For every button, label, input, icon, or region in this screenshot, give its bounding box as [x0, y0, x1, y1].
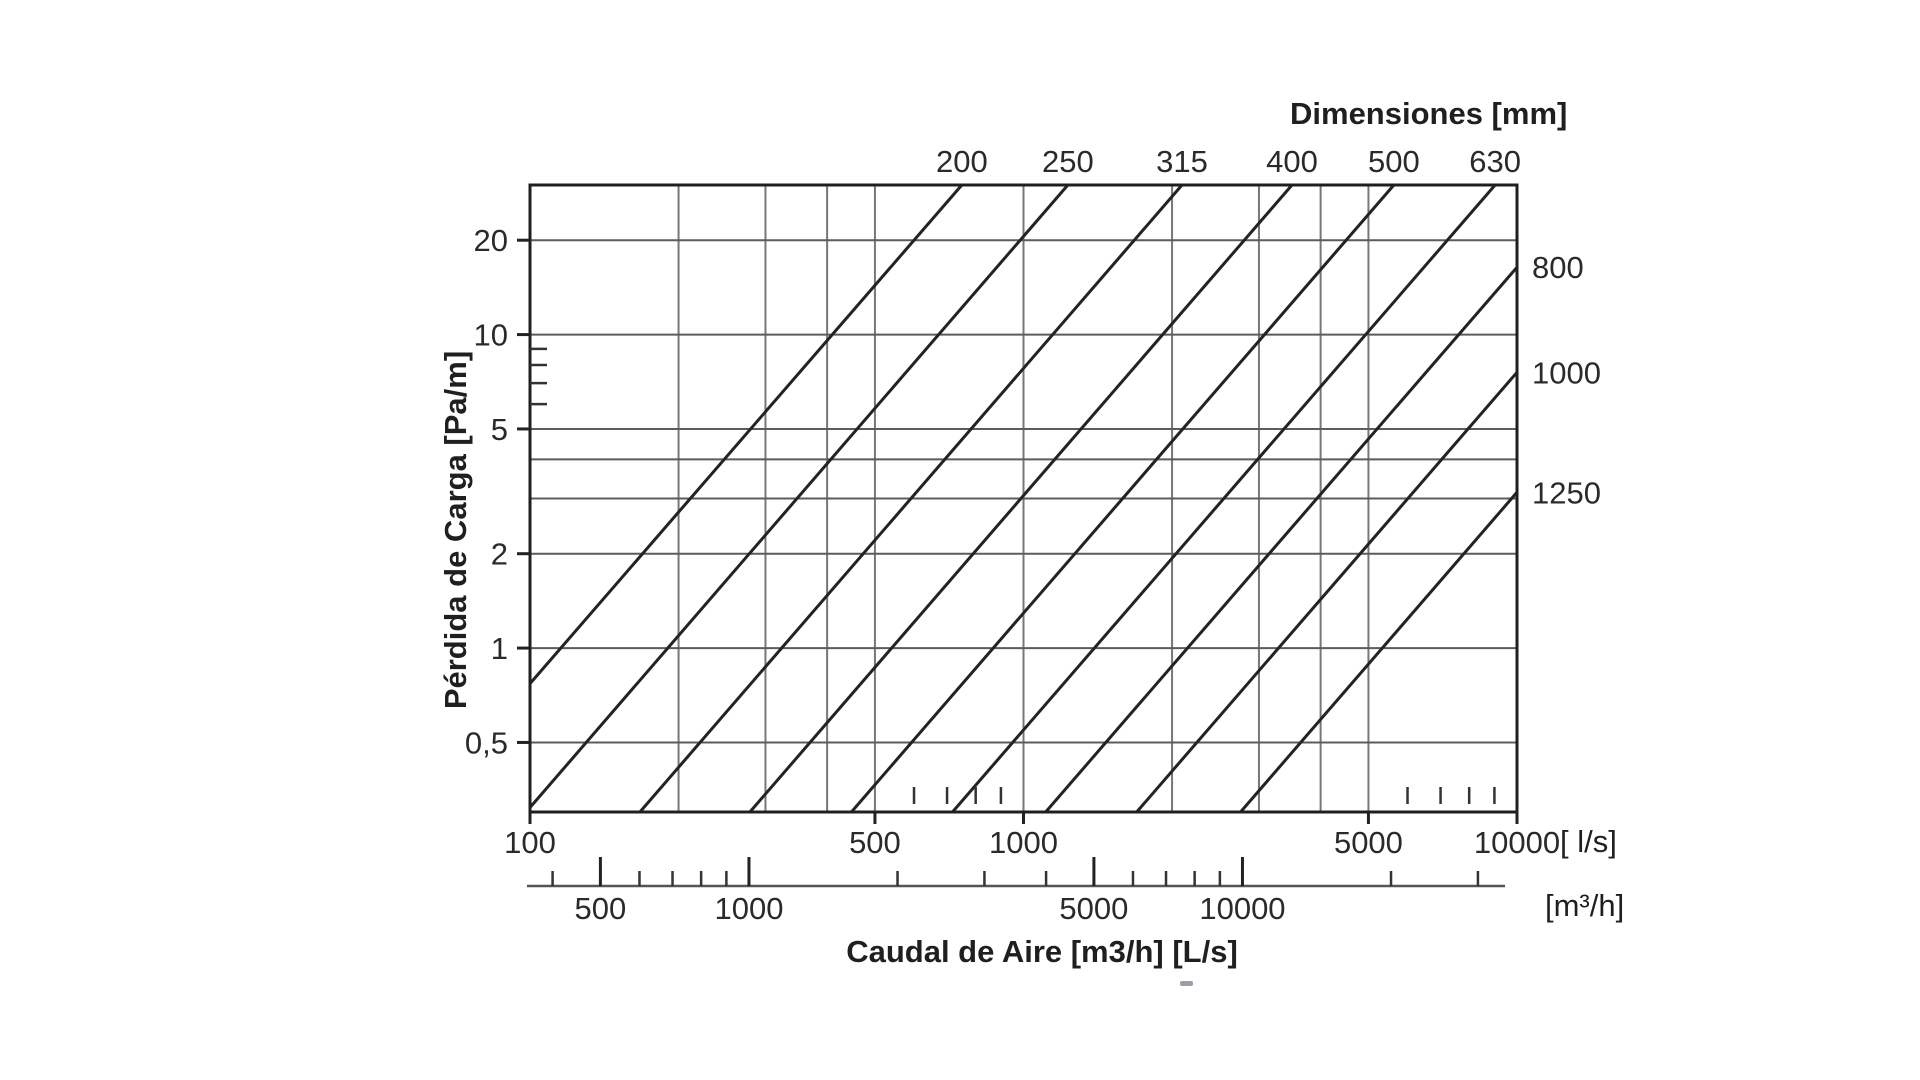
diameter-line-315: [638, 184, 1184, 813]
y-tick-label: 20: [474, 223, 508, 258]
x-ls-tick-label: 100: [504, 825, 556, 860]
diameter-label-315: 315: [1156, 144, 1208, 179]
diameter-line-630: [951, 184, 1497, 813]
diameter-line-500: [850, 184, 1396, 813]
y-tick-label: 2: [491, 537, 508, 572]
small-dash-mark: [1180, 981, 1193, 986]
y-tick-label: 1: [491, 631, 508, 666]
x-ls-tick-label: 500: [849, 825, 901, 860]
x-unit-m3h-label: [m³/h]: [1545, 888, 1625, 923]
diameter-label-800: 800: [1532, 250, 1584, 285]
y-axis-title: Pérdida de Carga [Pa/m]: [438, 350, 473, 710]
diameter-line-400: [748, 184, 1294, 813]
x-m3h-tick-label: 10000: [1199, 891, 1285, 926]
x-ls-tick-label: 10000: [1474, 825, 1560, 860]
diameter-label-500: 500: [1368, 144, 1420, 179]
diameter-line-1250: [1239, 491, 1519, 813]
x-ls-tick-label: 5000: [1334, 825, 1403, 860]
x-ls-tick-label: 1000: [989, 825, 1058, 860]
diameter-label-1250: 1250: [1532, 475, 1601, 510]
diameter-label-1000: 1000: [1532, 355, 1601, 390]
diameter-label-250: 250: [1042, 144, 1094, 179]
x-m3h-tick-label: 5000: [1059, 891, 1128, 926]
top-axis-title: Dimensiones [mm]: [1290, 96, 1568, 131]
x-m3h-tick-label: 1000: [714, 891, 783, 926]
diameter-label-400: 400: [1266, 144, 1318, 179]
diameter-line-1000: [1135, 371, 1519, 813]
x-unit-ls-label: [ l/s]: [1560, 824, 1617, 859]
y-tick-label: 0,5: [465, 725, 508, 760]
x-axis-title: Caudal de Aire [m3/h] [L/s]: [846, 934, 1238, 969]
diameter-line-200: [528, 184, 963, 685]
y-tick-label: 10: [474, 318, 508, 353]
x-m3h-tick-label: 500: [575, 891, 627, 926]
diameter-label-630: 630: [1469, 144, 1521, 179]
diameter-line-800: [1044, 266, 1519, 813]
diameter-label-200: 200: [936, 144, 988, 179]
y-tick-label: 5: [491, 412, 508, 447]
diameter-line-250: [528, 184, 1070, 809]
